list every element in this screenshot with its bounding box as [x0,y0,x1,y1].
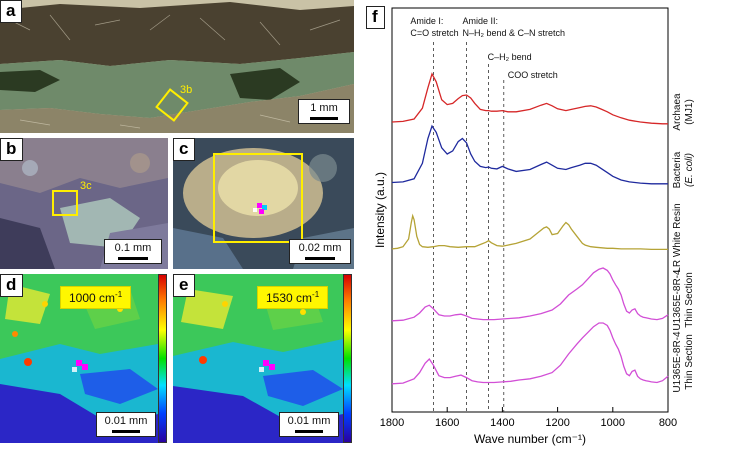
panel-c-markers [253,203,267,214]
panel-c: c 0.02 mm [173,138,354,269]
panel-c-scalebar: 0.02 mm [289,239,351,264]
x-tick-label-1: 1600 [435,417,459,429]
panel-c-image [173,138,354,269]
y-axis-label: Intensity (a.u.) [373,172,387,248]
annotation-subtext-1: N–H₂ bend & C–N stretch [463,28,566,38]
x-tick-label-2: 1400 [490,417,514,429]
panel-a-scale-text: 1 mm [310,102,338,114]
panel-d-wavenumber-text: 1000 cm [69,291,116,305]
plot-frame [391,7,669,413]
panel-f: f 1800 1600 1400 1200 1000 800 Wave number (cm… [364,0,740,450]
panel-a-image [0,0,354,133]
panel-e-wavenumber: 1530 cm-1 [257,286,329,309]
annotation-text-2: C–H₂ bend [488,52,532,62]
inset-3c-box [52,190,78,216]
panel-d-label: d [0,274,24,297]
panel-d-wavenumber-sup: -1 [115,290,123,299]
annotation-subtext-0: C=O stretch [410,28,458,38]
panel-b: b 3c 0.1 mm [0,138,168,269]
series-label-1: Bacteria(E. coli) [672,151,695,188]
inset-3c-label: 3c [80,180,92,192]
series-label-0: Archaea(MJ1) [672,93,695,131]
series-label-2: LR White Resin [672,203,683,272]
panel-a-scalebar: 1 mm [298,99,350,124]
panel-c-scale-text: 0.02 mm [298,242,342,254]
inset-3d-box [213,153,303,243]
panel-d-scale-text: 0.01 mm [104,415,148,427]
annotation-text-1: Amide II: [463,16,499,26]
panel-d-scalebar: 0.01 mm [96,412,156,437]
series-line-0 [391,72,668,125]
panel-d-colorbar [158,274,167,443]
panel-e-colorbar [343,274,352,443]
panel-d: d 1000 cm-1 0.01 mm [0,274,168,443]
panel-a: a 3b 1 mm [0,0,354,133]
panel-e-label: e [173,274,196,297]
panel-e-wavenumber-text: 1530 cm [266,291,313,305]
series-line-3 [391,267,669,322]
x-axis-label: Wave number (cm⁻¹) [474,432,586,446]
x-tick-label-5: 800 [659,417,677,429]
panel-c-label: c [173,138,196,161]
series-line-4 [391,322,669,385]
annotation-text-3: COO stretch [508,70,558,80]
series-label-3: U1365E-8R-4Thin Section [672,269,695,331]
panel-a-label: a [0,0,23,23]
panel-e: e 1530 cm-1 0.01 mm [173,274,354,443]
annotation-text-0: Amide I: [410,16,443,26]
panel-e-scalebar: 0.01 mm [279,412,339,437]
series-line-2 [391,213,668,251]
panel-b-label: b [0,138,24,161]
panel-b-scalebar: 0.1 mm [104,239,162,264]
panel-d-wavenumber: 1000 cm-1 [60,286,132,309]
x-tick-label-0: 1800 [380,417,404,429]
series-label-4: U1365E-8R-4Thin Section [672,331,695,393]
panel-f-label: f [366,6,385,29]
panel-b-scale-text: 0.1 mm [114,242,152,254]
spectra-chart: 1800 1600 1400 1200 1000 800 Wave number (cm⁻¹… [373,7,695,446]
panel-e-scale-text: 0.01 mm [287,415,331,427]
inset-3b-label: 3b [180,84,193,96]
series-line-1 [391,124,668,185]
x-tick-label-4: 1000 [601,417,625,429]
panel-e-wavenumber-sup: -1 [312,290,320,299]
x-tick-label-3: 1200 [545,417,569,429]
